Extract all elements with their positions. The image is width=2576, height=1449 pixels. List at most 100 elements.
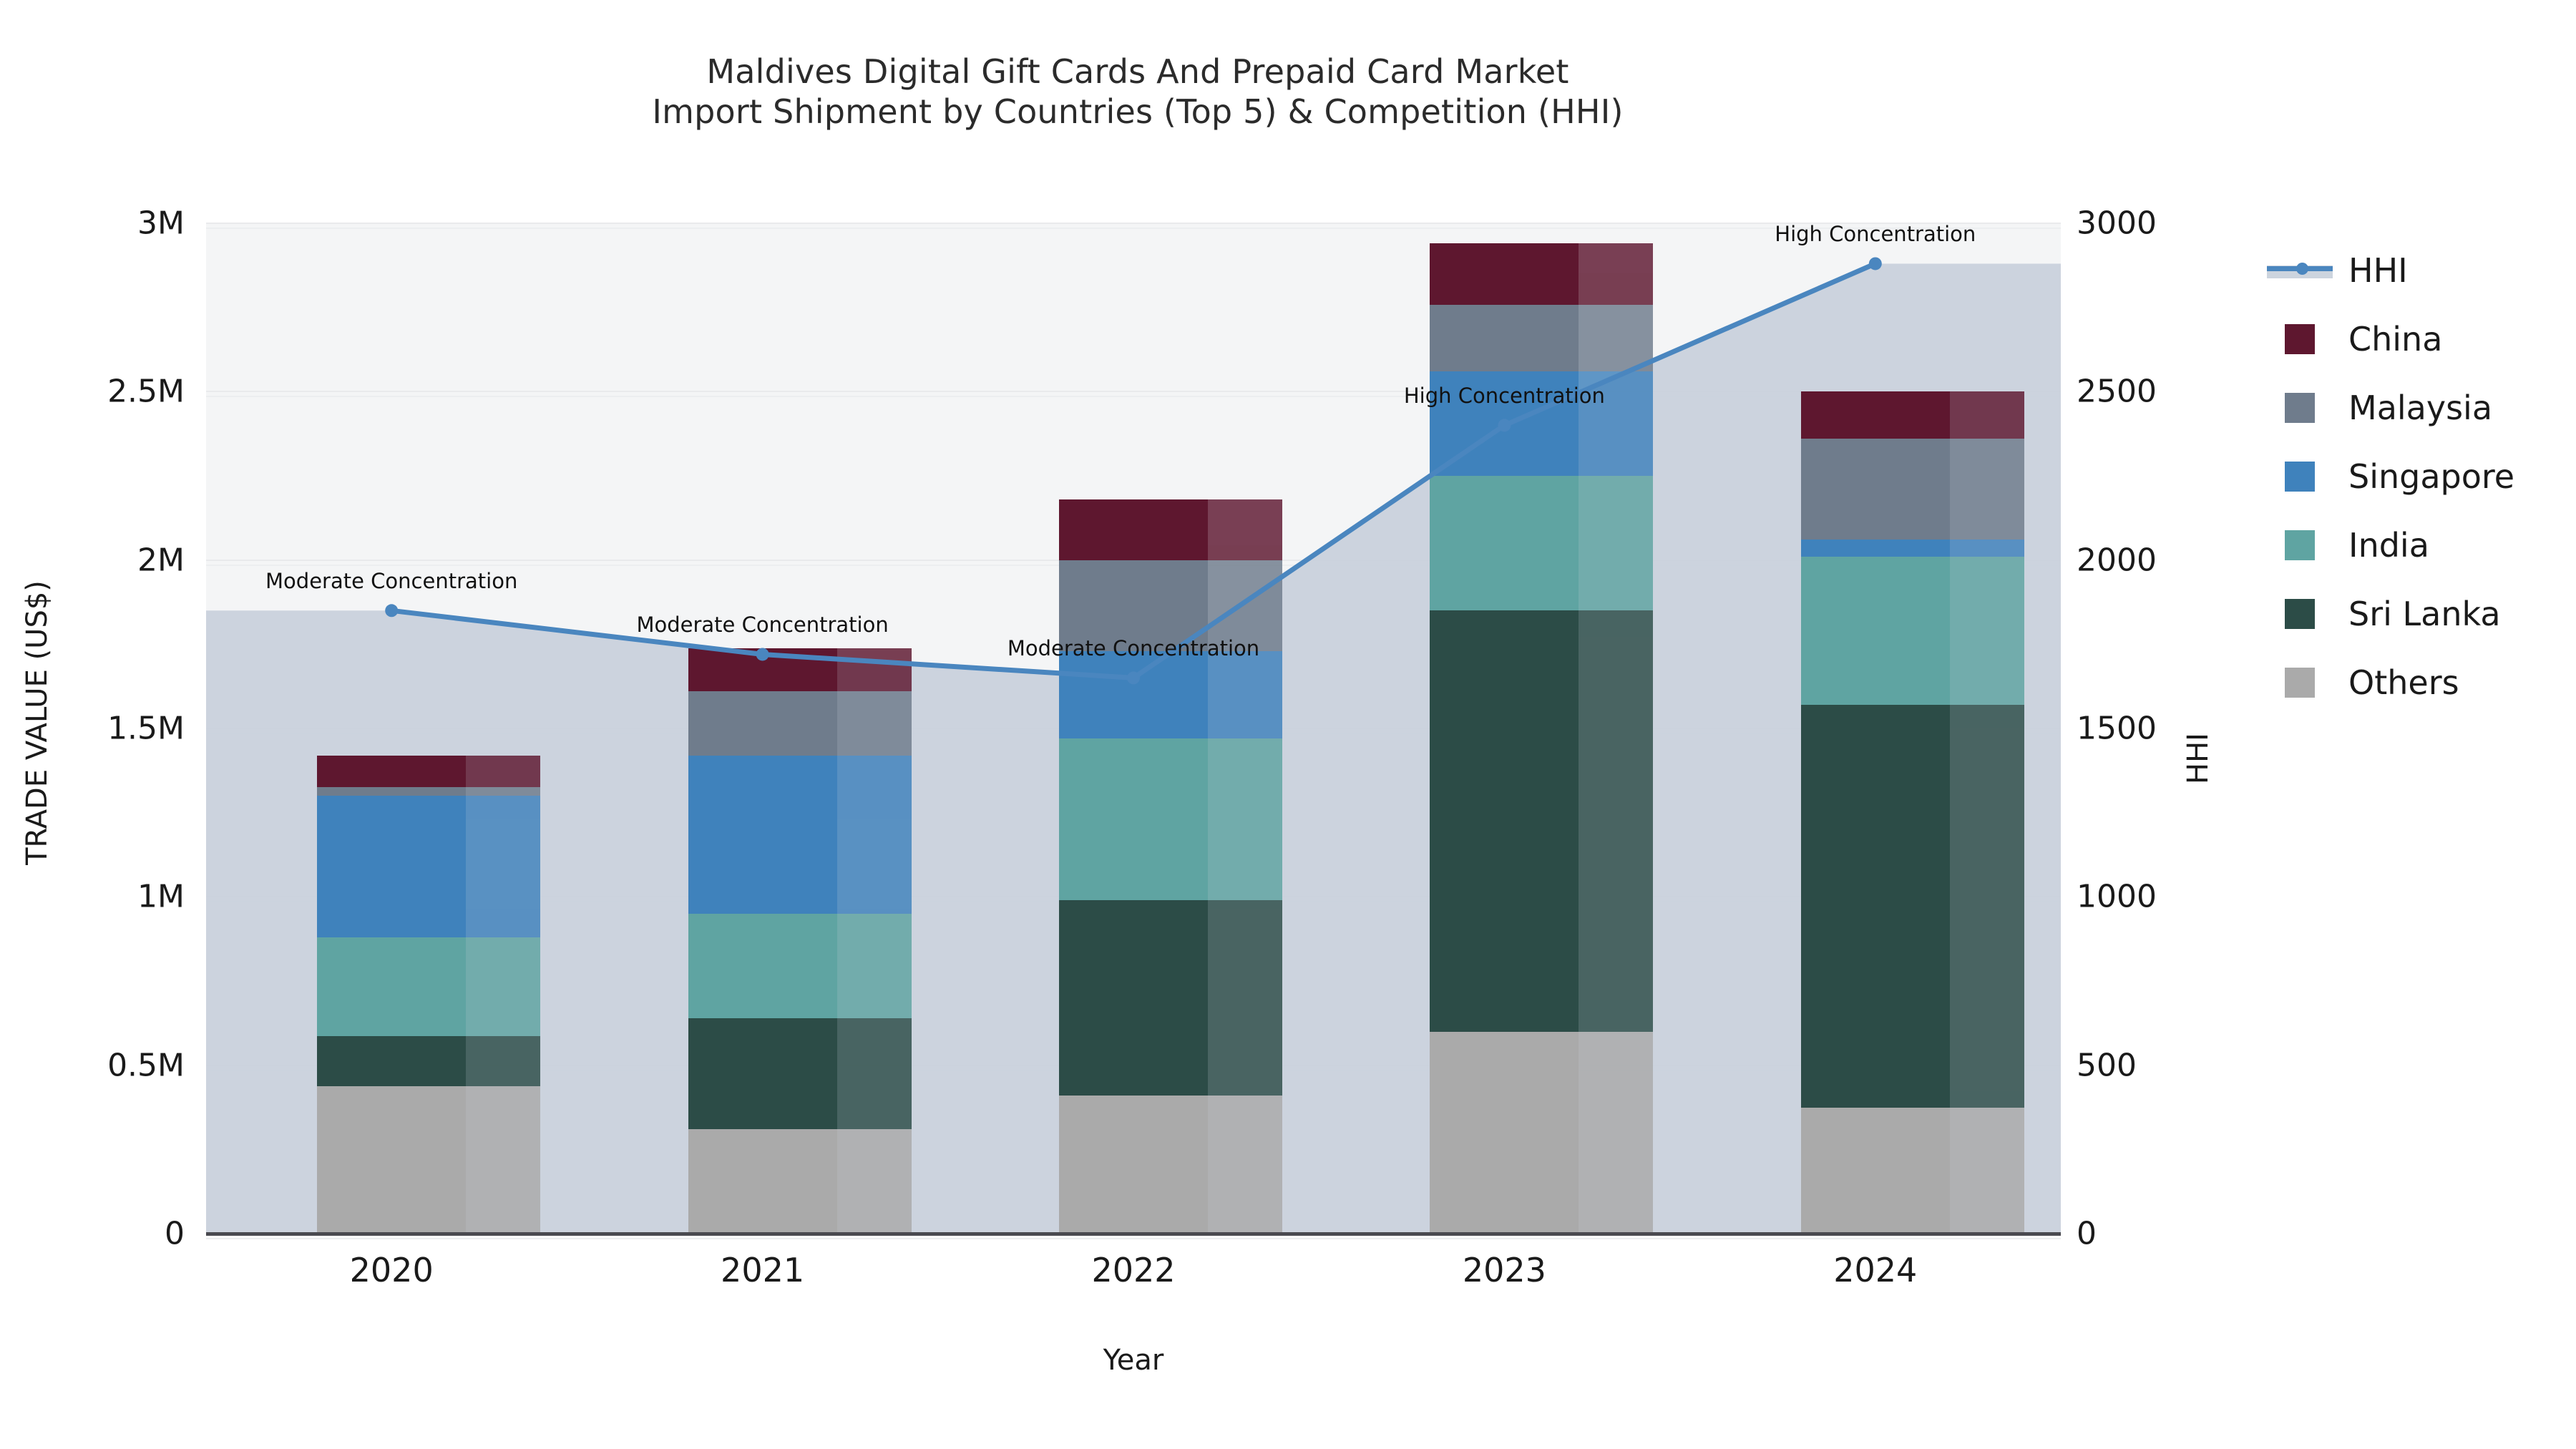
legend-swatch-icon bbox=[2285, 668, 2315, 698]
bar-segment-india bbox=[1800, 556, 1950, 706]
bar-segment-india bbox=[317, 937, 467, 1037]
bar-segment-others bbox=[688, 1129, 837, 1234]
legend-swatch-icon bbox=[2285, 324, 2315, 354]
y-axis-right-tick: 2000 bbox=[2077, 542, 2157, 579]
y-axis-right-tick: 1500 bbox=[2077, 710, 2157, 747]
bar-2022-front bbox=[1059, 223, 1208, 1234]
y-axis-left-tick: 1.5M bbox=[107, 710, 185, 747]
y-axis-right-label-text: HHI bbox=[2182, 733, 2215, 784]
gridline-secondary bbox=[206, 1238, 2061, 1239]
y-axis-left-tick: 0 bbox=[165, 1215, 185, 1252]
legend-label: HHI bbox=[2348, 251, 2408, 290]
bar-2021-front bbox=[688, 223, 837, 1234]
hhi-data-point bbox=[1868, 257, 1882, 270]
legend-swatch-icon bbox=[2285, 530, 2315, 560]
gridline-secondary bbox=[206, 228, 2061, 229]
gridline bbox=[206, 223, 2061, 224]
legend-item-india[interactable]: India bbox=[2267, 511, 2575, 580]
legend-swatch-icon bbox=[2285, 599, 2315, 629]
annotation-label: Moderate Concentration bbox=[265, 569, 518, 594]
bar-segment-others bbox=[1059, 1096, 1208, 1234]
x-axis-tick: 2022 bbox=[1091, 1251, 1176, 1289]
legend-item-others[interactable]: Others bbox=[2267, 648, 2575, 717]
y-axis-left-tick: 3M bbox=[137, 205, 185, 242]
legend-swatch-icon bbox=[2285, 462, 2315, 492]
legend-label: India bbox=[2348, 526, 2429, 565]
legend-swatch-icon bbox=[2285, 393, 2315, 423]
bar-segment-others bbox=[1800, 1107, 1950, 1234]
y-axis-right-label: HHI bbox=[2177, 687, 2220, 830]
legend-item-sri-lanka[interactable]: Sri Lanka bbox=[2267, 580, 2575, 648]
y-axis-left-label-text: TRADE VALUE (US$) bbox=[21, 580, 54, 865]
y-axis-right-tick: 3000 bbox=[2077, 205, 2157, 242]
bar-segment-sri-lanka bbox=[317, 1036, 467, 1086]
bar-segment-india bbox=[1059, 738, 1208, 901]
annotation-label: High Concentration bbox=[1403, 384, 1605, 409]
y-axis-right-tick: 1000 bbox=[2077, 878, 2157, 915]
legend-label: China bbox=[2348, 320, 2443, 358]
y-axis-left-tick: 0.5M bbox=[107, 1047, 185, 1084]
hhi-line bbox=[385, 257, 1882, 685]
legend: HHI China Malaysia Singapore India Sri Lanka O… bbox=[2267, 236, 2575, 717]
legend-key bbox=[2267, 460, 2333, 493]
y-axis-right-tick: 500 bbox=[2077, 1047, 2137, 1084]
x-axis-tick: 2021 bbox=[721, 1251, 805, 1289]
bar-segment-singapore bbox=[317, 796, 467, 937]
x-axis-tick: 2023 bbox=[1462, 1251, 1546, 1289]
bar-segment-india bbox=[1430, 476, 1579, 611]
legend-label: Sri Lanka bbox=[2348, 595, 2501, 633]
y-axis-left-tick: 2M bbox=[137, 542, 185, 579]
legend-item-malaysia[interactable]: Malaysia bbox=[2267, 374, 2575, 442]
bar-segment-malaysia bbox=[1800, 439, 1950, 540]
legend-key bbox=[2267, 529, 2333, 562]
bar-segment-singapore bbox=[688, 755, 837, 914]
legend-line-marker-icon bbox=[2267, 254, 2333, 287]
bar-segment-malaysia bbox=[1059, 560, 1208, 651]
y-axis-left-tick: 2.5M bbox=[107, 373, 185, 410]
plot-area: Moderate Concentration Moderate Concentra… bbox=[206, 222, 2061, 1239]
legend-label: Singapore bbox=[2348, 457, 2515, 496]
legend-item-hhi[interactable]: HHI bbox=[2267, 236, 2575, 305]
gridline bbox=[206, 391, 2061, 393]
legend-label: Others bbox=[2348, 663, 2459, 702]
bar-segment-others bbox=[317, 1085, 467, 1234]
bar-segment-sri-lanka bbox=[1430, 610, 1579, 1032]
chart-title-line1: Maldives Digital Gift Cards And Prepaid … bbox=[706, 52, 1569, 91]
chart-title: Maldives Digital Gift Cards And Prepaid … bbox=[0, 52, 2275, 132]
legend-key bbox=[2267, 323, 2333, 356]
bar-segment-china bbox=[1059, 499, 1208, 560]
y-axis-right-tick: 2500 bbox=[2077, 373, 2157, 410]
hhi-data-point bbox=[1498, 419, 1511, 432]
bar-segment-malaysia bbox=[317, 787, 467, 796]
chart-title-line2: Import Shipment by Countries (Top 5) & C… bbox=[652, 92, 1624, 132]
bar-2020-front bbox=[317, 223, 467, 1234]
y-axis-left-tick: 1M bbox=[137, 878, 185, 915]
bar-segment-china bbox=[1800, 391, 1950, 439]
bar-segment-china bbox=[1430, 243, 1579, 306]
bar-segment-others bbox=[1430, 1031, 1579, 1234]
bar-segment-singapore bbox=[1059, 650, 1208, 739]
bar-segment-china bbox=[317, 756, 467, 788]
bar-2023-front bbox=[1430, 223, 1579, 1234]
bar-segment-malaysia bbox=[688, 691, 837, 756]
bar-segment-malaysia bbox=[391, 787, 541, 796]
legend-key bbox=[2267, 391, 2333, 424]
legend-label: Malaysia bbox=[2348, 389, 2493, 427]
legend-item-china[interactable]: China bbox=[2267, 305, 2575, 374]
y-axis-left-label: TRADE VALUE (US$) bbox=[16, 544, 59, 902]
legend-key bbox=[2267, 666, 2333, 699]
bar-segment-sri-lanka bbox=[688, 1018, 837, 1130]
x-axis-line bbox=[206, 1232, 2061, 1236]
x-axis-tick: 2024 bbox=[1833, 1251, 1918, 1289]
y-axis-right-tick: 0 bbox=[2077, 1215, 2097, 1252]
bar-segment-india bbox=[688, 913, 837, 1018]
x-axis-tick: 2020 bbox=[349, 1251, 434, 1289]
hhi-data-point bbox=[1127, 671, 1140, 685]
legend-item-singapore[interactable]: Singapore bbox=[2267, 442, 2575, 511]
bar-segment-singapore bbox=[1800, 540, 1950, 557]
annotation-label: High Concentration bbox=[1775, 222, 1976, 247]
legend-key bbox=[2267, 597, 2333, 630]
bar-segment-sri-lanka bbox=[1059, 900, 1208, 1096]
x-axis-label: Year bbox=[1103, 1344, 1164, 1377]
